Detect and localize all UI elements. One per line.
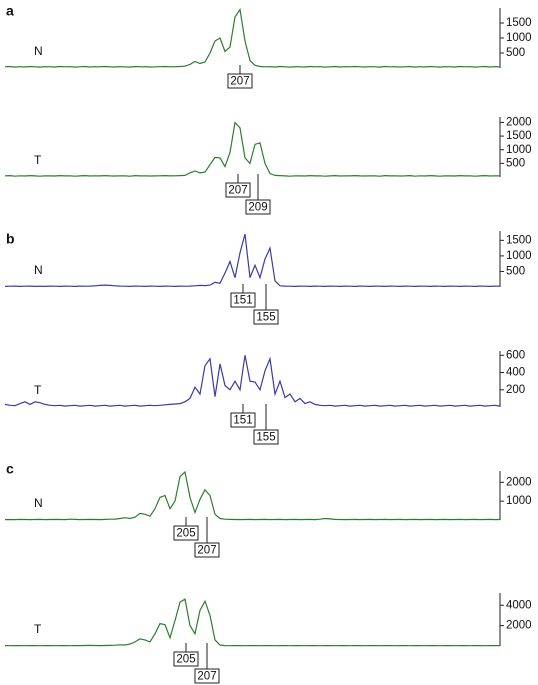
sample-label: N — [34, 263, 43, 277]
allele-box — [194, 542, 220, 558]
trace — [4, 121, 501, 177]
allele-label: 207 — [230, 76, 249, 88]
sample-label: N — [34, 496, 43, 510]
y-tick-label: 2000 — [506, 476, 532, 488]
y-tick-label: 2000 — [506, 116, 532, 128]
y-tick-label: 600 — [506, 349, 525, 361]
trace — [4, 470, 501, 521]
allele-box — [230, 412, 256, 428]
trace — [4, 598, 501, 647]
allele-label: 207 — [228, 185, 247, 197]
allele-label: 151 — [233, 415, 252, 427]
allele-box — [227, 73, 253, 89]
allele-box — [253, 309, 279, 325]
y-tick-label: 1000 — [506, 32, 532, 44]
allele-label: 205 — [176, 528, 195, 540]
y-tick-label: 1500 — [506, 234, 532, 246]
allele-label: 209 — [248, 202, 267, 214]
y-tick-label: 4000 — [506, 599, 532, 611]
sample-label: N — [34, 44, 43, 58]
trace — [4, 233, 501, 288]
y-tick-label: 1500 — [506, 17, 532, 29]
trace — [4, 7, 501, 68]
allele-label: 155 — [256, 312, 275, 324]
allele-box — [225, 182, 251, 198]
y-tick-label: 2000 — [506, 620, 532, 632]
y-tick-label: 1500 — [506, 130, 532, 142]
allele-box — [245, 199, 271, 215]
allele-label: 151 — [233, 295, 252, 307]
sample-label: T — [34, 622, 42, 636]
allele-box — [253, 429, 279, 445]
allele-label: 205 — [176, 654, 195, 666]
allele-label: 207 — [197, 545, 216, 557]
y-tick-label: 1000 — [506, 144, 532, 156]
sample-label: T — [34, 153, 42, 167]
y-tick-label: 500 — [506, 265, 525, 277]
y-tick-label: 1000 — [506, 250, 532, 262]
allele-box — [173, 525, 199, 541]
y-tick-label: 500 — [506, 47, 525, 59]
sample-label: T — [34, 383, 42, 397]
allele-box — [230, 292, 256, 308]
y-tick-label: 500 — [506, 157, 525, 169]
panel-letter: c — [6, 461, 14, 477]
y-tick-label: 400 — [506, 367, 525, 379]
trace — [4, 355, 501, 407]
y-tick-label: 1000 — [506, 495, 532, 507]
allele-box — [194, 668, 220, 684]
allele-box — [173, 651, 199, 667]
allele-label: 155 — [256, 432, 275, 444]
y-tick-label: 200 — [506, 384, 525, 396]
panel-letter: a — [6, 3, 14, 19]
panel-letter: b — [6, 231, 15, 247]
allele-label: 207 — [197, 671, 216, 683]
